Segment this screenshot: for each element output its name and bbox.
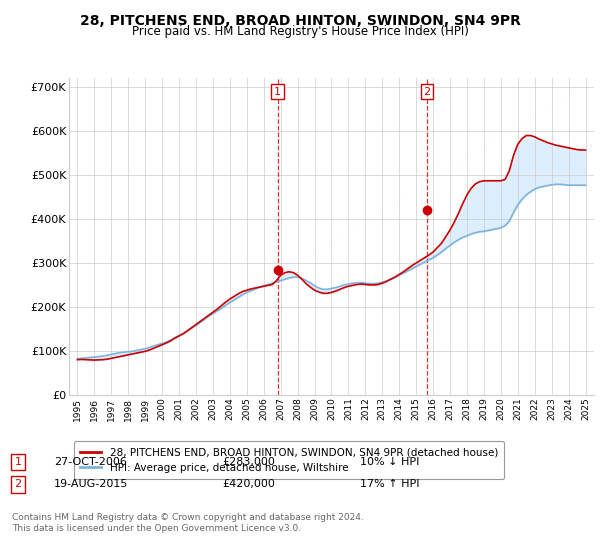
Text: Contains HM Land Registry data © Crown copyright and database right 2024.: Contains HM Land Registry data © Crown c… — [12, 513, 364, 522]
Text: 27-OCT-2006: 27-OCT-2006 — [54, 457, 127, 467]
Text: 28, PITCHENS END, BROAD HINTON, SWINDON, SN4 9PR: 28, PITCHENS END, BROAD HINTON, SWINDON,… — [80, 14, 520, 28]
Text: £420,000: £420,000 — [222, 479, 275, 489]
Text: 17% ↑ HPI: 17% ↑ HPI — [360, 479, 419, 489]
Text: 19-AUG-2015: 19-AUG-2015 — [54, 479, 128, 489]
Text: £283,000: £283,000 — [222, 457, 275, 467]
Text: 1: 1 — [14, 457, 22, 467]
Text: 10% ↓ HPI: 10% ↓ HPI — [360, 457, 419, 467]
Text: 2: 2 — [423, 87, 430, 96]
Text: 2: 2 — [14, 479, 22, 489]
Text: This data is licensed under the Open Government Licence v3.0.: This data is licensed under the Open Gov… — [12, 524, 301, 533]
Text: Price paid vs. HM Land Registry's House Price Index (HPI): Price paid vs. HM Land Registry's House … — [131, 25, 469, 38]
Legend: 28, PITCHENS END, BROAD HINTON, SWINDON, SN4 9PR (detached house), HPI: Average : 28, PITCHENS END, BROAD HINTON, SWINDON,… — [74, 441, 504, 479]
Text: 1: 1 — [274, 87, 281, 96]
